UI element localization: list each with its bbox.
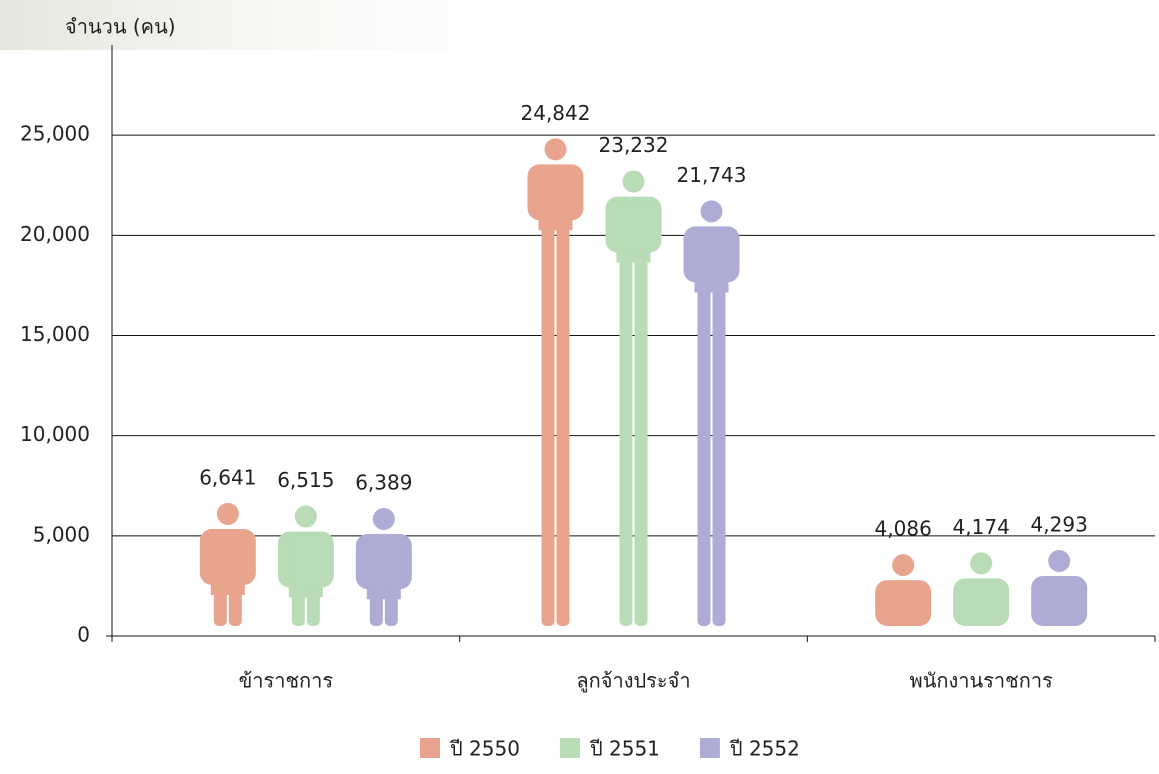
figure-torso [875,580,932,626]
value-label: 4,086 [875,517,932,541]
person-figure [683,200,740,626]
figure-leg [712,278,726,626]
value-label: 6,641 [199,465,256,489]
figure-leg [213,580,227,626]
value-label: 4,293 [1031,512,1088,536]
legend-swatch [420,738,440,758]
figure-head [294,505,317,528]
y-tick-label: 10,000 [20,422,90,446]
person-figure [605,170,662,626]
figure-leg [384,585,398,626]
legend-swatch [559,738,580,758]
x-tick-label: ลูกจ้างประจำ [576,669,690,694]
y-axis-label: จำนวน (คน) [65,15,176,39]
legend-label: ปี 2550 [450,737,520,761]
y-tick-label: 20,000 [20,222,90,246]
figure-head [1048,549,1071,572]
value-label: 6,515 [277,468,334,492]
figure-head [622,170,645,193]
value-label: 4,174 [953,515,1010,539]
y-tick-label: 0 [77,623,90,647]
figure-head [700,200,723,223]
figure-leg [556,216,570,626]
value-label: 24,842 [521,101,591,125]
figure-leg [634,248,648,626]
figure-torso [953,578,1010,626]
x-tick-label: ข้าราชการ [239,669,334,693]
value-label: 21,743 [677,163,747,187]
y-tick-label: 25,000 [20,122,90,146]
y-tick-label: 15,000 [20,322,90,346]
header-background [0,0,640,50]
x-tick-label: พนักงานราชการ [910,669,1054,693]
person-figure [355,508,412,626]
figure-leg [291,583,305,626]
legend-swatch [699,738,720,758]
person-figure [953,552,1010,626]
figure-leg [541,216,555,626]
legend-label: ปี 2552 [730,737,800,761]
figure-leg [306,583,320,626]
figure-head [544,138,567,161]
figure-leg [619,248,633,626]
figure-leg [369,585,383,626]
person-figure [527,138,584,626]
figure-leg [697,278,711,626]
value-label: 23,232 [599,133,669,157]
value-label: 6,389 [355,471,412,495]
y-tick-label: 5,000 [33,522,90,546]
figure-head [372,508,395,531]
person-figure [199,502,256,626]
person-figure [1031,549,1088,626]
figure-leg [228,580,242,626]
figure-head [216,502,239,525]
figure-head [970,552,993,575]
person-figure [875,554,932,626]
figure-torso [1031,575,1088,626]
person-figure [277,505,334,626]
figure-head [892,554,915,577]
legend-label: ปี 2551 [590,737,660,761]
